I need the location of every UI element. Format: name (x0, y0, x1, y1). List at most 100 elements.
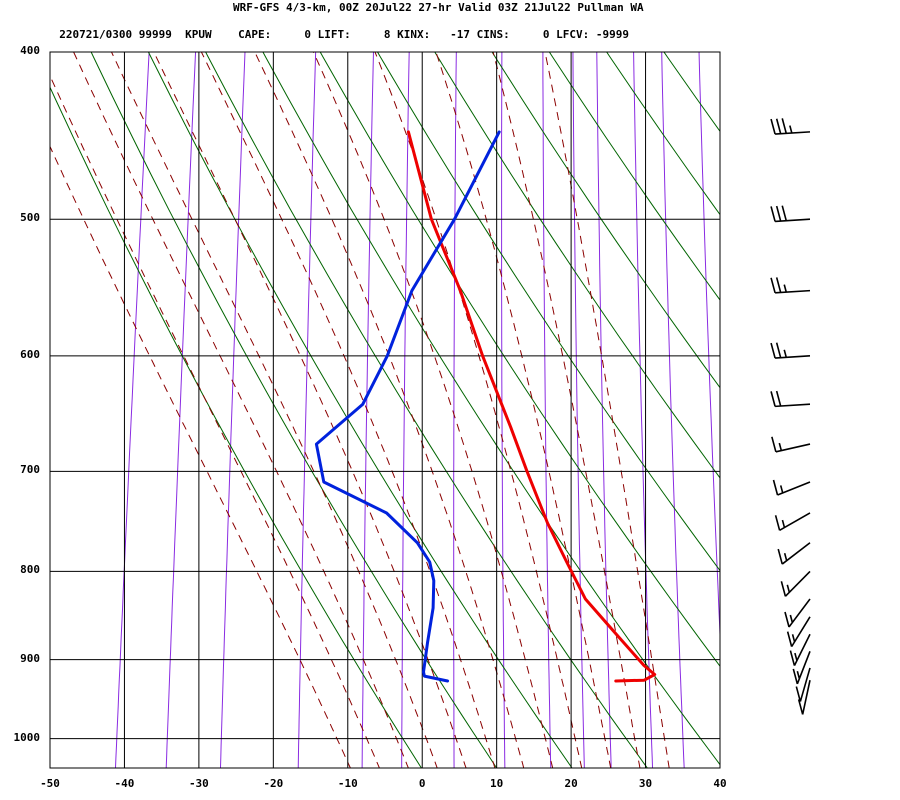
dry-adiabat-line (147, 52, 573, 768)
barb-feather (770, 206, 776, 222)
barb-half-feather (789, 614, 794, 623)
barb-half-feather (789, 125, 793, 134)
barb-feather (770, 118, 776, 135)
mixing-ratio-line (596, 52, 612, 768)
wind-barb (770, 277, 811, 294)
barb-half-feather (791, 634, 796, 643)
dry-adiabat-line (90, 52, 498, 768)
pressure-tick-label: 900 (20, 651, 40, 665)
moist-adiabat-line (153, 52, 467, 768)
mixing-ratio-line (542, 52, 552, 768)
dry-adiabat-line (434, 52, 720, 479)
barb-staff (775, 289, 811, 294)
pressure-tick-label: 800 (20, 563, 40, 577)
wind-barb (770, 118, 811, 135)
wind-barb (771, 436, 811, 453)
barb-staff (799, 667, 811, 702)
mixing-ratio-line (661, 52, 685, 768)
dry-adiabat-line (663, 52, 720, 133)
barb-feather (770, 391, 776, 407)
pressure-tick-label: 600 (20, 347, 40, 361)
moist-adiabat-line (50, 145, 351, 768)
temperature-tick-label: 0 (418, 777, 426, 790)
wind-barb (770, 205, 811, 223)
barb-feather (774, 515, 781, 531)
mixing-ratio-line (572, 52, 585, 768)
mixing-ratio-line (114, 52, 150, 768)
wind-barb (780, 570, 811, 597)
mixing-ratio-line (401, 52, 410, 768)
wind-barb (774, 512, 811, 532)
wind-barb (770, 342, 811, 359)
wind-barb (772, 479, 811, 496)
mixing-ratio-line (453, 52, 457, 768)
barb-staff (801, 680, 811, 715)
barb-feather (775, 390, 782, 407)
barb-half-feather (783, 552, 788, 561)
plot-frame (49, 51, 721, 769)
mixing-ratio-line (165, 52, 197, 768)
barb-staff (775, 218, 811, 223)
temperature-tick-label: -30 (188, 777, 209, 790)
wind-barb (789, 633, 811, 666)
wind-barb (777, 542, 811, 565)
mixing-ratio-line (297, 52, 317, 768)
barb-feather (770, 342, 776, 359)
barb-half-feather (781, 519, 786, 528)
wind-barb (784, 598, 811, 628)
barb-feather (775, 118, 782, 134)
chart-title: WRF-GFS 4/3-km, 00Z 20Jul22 27-hr Valid … (233, 1, 644, 14)
dry-adiabat-line (319, 52, 720, 667)
barb-staff (775, 403, 811, 408)
pressure-tick-label: 400 (20, 44, 40, 57)
barb-feather (781, 118, 788, 134)
temperature-tick-label: -20 (263, 777, 284, 790)
barb-feather (770, 277, 776, 294)
moist-adiabat-line (544, 52, 670, 768)
barb-staff (775, 443, 811, 453)
wind-barb (792, 650, 811, 685)
wind-barb (786, 616, 811, 648)
dry-adiabat-line (376, 52, 720, 572)
barb-staff (790, 616, 811, 648)
moist-adiabat-line (374, 52, 583, 768)
barb-half-feather (783, 349, 788, 358)
station-info-line: 220721/0300 99999 KPUW CAPE: 0 LIFT: 8 K… (46, 15, 629, 41)
background-lines (50, 14, 900, 783)
temperature-tick-label: 10 (490, 777, 504, 790)
grid (50, 52, 720, 768)
index-kinx: KINX: -17 (397, 28, 470, 41)
mixing-ratio-line (361, 52, 374, 768)
mixing-ratio-line (633, 52, 654, 768)
index-lfcv: LFCV: -9999 (556, 28, 629, 41)
barb-feather (795, 686, 802, 702)
barb-staff (777, 481, 811, 496)
moist-adiabat-line (254, 52, 525, 768)
barb-feather (771, 436, 777, 453)
index-lift: LIFT: 8 (317, 28, 391, 41)
barb-feather (781, 205, 788, 221)
wind-barbs (770, 118, 811, 715)
barb-staff (781, 542, 811, 565)
index-cins: CINS: 0 (476, 28, 550, 41)
temperature-trace (406, 130, 657, 683)
moist-adiabat-line (110, 52, 438, 768)
moist-adiabat-line (312, 52, 554, 768)
barb-feather (775, 205, 782, 222)
barb-feather (797, 699, 804, 715)
barb-staff (779, 512, 811, 532)
barb-half-feather (794, 652, 798, 661)
dry-adiabat-line (606, 52, 720, 216)
barb-staff (775, 131, 811, 135)
barb-half-feather (783, 284, 788, 293)
barb-feather (772, 479, 779, 496)
station-id: 220721/0300 99999 KPUW (59, 28, 212, 41)
moist-adiabat-line (200, 52, 496, 768)
dewpoint-trace (314, 130, 501, 683)
temperature-tick-label: 20 (564, 777, 578, 790)
pressure-tick-label: 700 (20, 463, 40, 477)
index-cape: CAPE: 0 (238, 28, 311, 41)
dry-adiabat-line (694, 14, 900, 783)
wind-barb (770, 390, 811, 408)
